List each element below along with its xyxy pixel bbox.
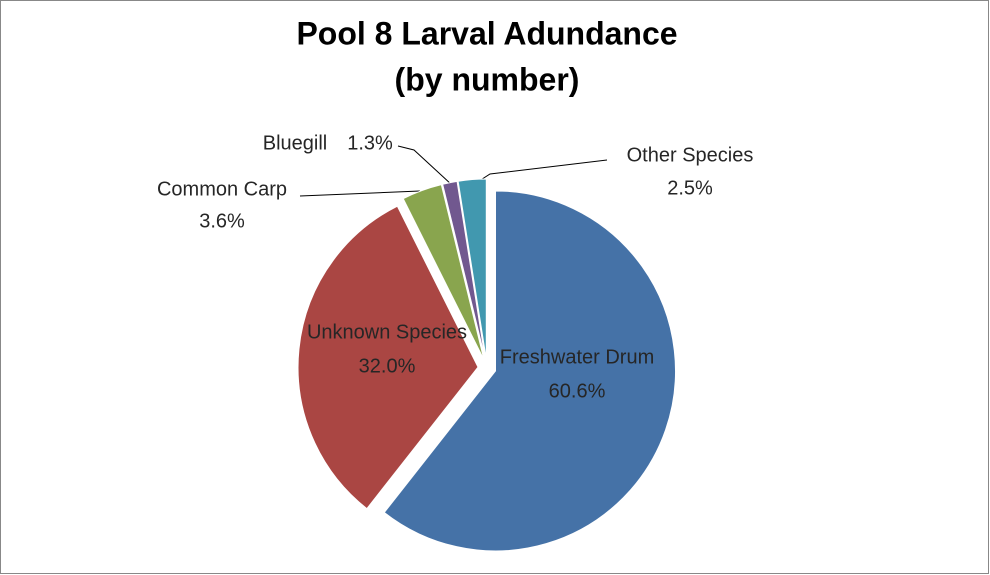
slice-label: Bluegill [263, 132, 327, 154]
chart-title: Pool 8 Larval Adundance [296, 15, 677, 51]
slice-value-label: 32.0% [359, 355, 416, 377]
slice-value-label: 60.6% [549, 380, 606, 402]
pie-slice [383, 190, 676, 552]
slice-label: Unknown Species [307, 321, 467, 343]
pie-slice [457, 178, 487, 360]
chart-title: (by number) [395, 61, 580, 97]
slice-value-label: 1.3% [347, 132, 393, 154]
leader-line [299, 190, 421, 197]
slice-label: Other Species [627, 144, 754, 166]
slice-value-label: 2.5% [667, 177, 713, 199]
slice-value-label: 3.6% [199, 210, 245, 232]
leader-line [397, 145, 453, 186]
slice-label: Freshwater Drum [500, 346, 654, 368]
pie-slice [442, 180, 486, 360]
pie-slice [297, 205, 479, 510]
pie-slice [402, 184, 485, 360]
slice-label: Common Carp [157, 178, 287, 200]
